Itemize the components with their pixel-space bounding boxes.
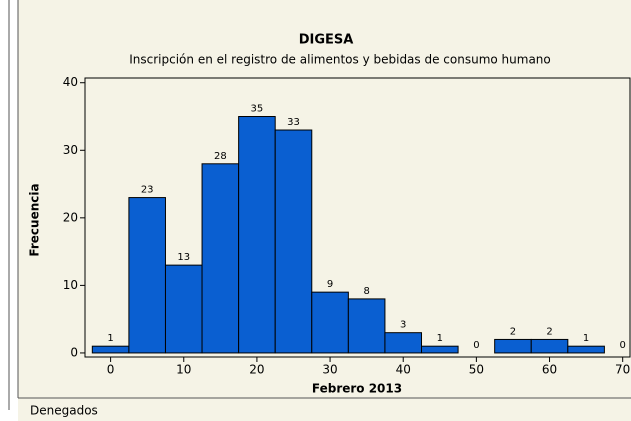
y-axis-label: Frecuencia <box>28 183 42 256</box>
data-label: 28 <box>214 151 227 162</box>
bar <box>384 332 423 354</box>
bar <box>567 345 605 354</box>
data-label: 3 <box>400 320 406 331</box>
x-tick-label: 0 <box>107 363 115 377</box>
x-tick-label: 20 <box>249 363 264 377</box>
x-axis-label: Febrero 2013 <box>312 382 402 396</box>
data-label: 35 <box>251 104 264 115</box>
chart-subtitle: Inscripción en el registro de alimentos … <box>129 53 551 67</box>
bar <box>164 264 203 354</box>
data-label: 13 <box>177 252 190 263</box>
x-tick-label: 60 <box>542 363 557 377</box>
data-label: 0 <box>473 340 479 351</box>
x-tick-label: 50 <box>469 363 484 377</box>
y-tick-label: 40 <box>63 75 78 89</box>
bar <box>91 345 130 354</box>
sheet-label: Denegados <box>30 404 98 418</box>
bar <box>530 338 569 354</box>
y-tick-label: 30 <box>63 143 78 157</box>
data-label: 9 <box>327 279 333 290</box>
bar <box>238 116 276 354</box>
data-label: 8 <box>363 286 369 297</box>
y-tick-label: 10 <box>63 278 78 292</box>
bar <box>201 163 240 354</box>
data-label: 23 <box>141 185 154 196</box>
y-tick-label: 0 <box>70 345 78 359</box>
bar <box>128 197 166 354</box>
data-label: 1 <box>583 333 589 344</box>
y-tick-label: 20 <box>63 210 78 224</box>
bar <box>311 291 349 354</box>
data-label: 1 <box>437 333 443 344</box>
x-tick-label: 10 <box>176 363 191 377</box>
data-label: 2 <box>510 326 516 337</box>
x-tick-label: 30 <box>322 363 337 377</box>
bar <box>421 345 459 354</box>
data-label: 33 <box>287 117 300 128</box>
bar <box>494 338 532 354</box>
x-tick-label: 70 <box>615 363 630 377</box>
data-label: 2 <box>546 326 552 337</box>
data-label: 0 <box>619 340 625 351</box>
x-tick-label: 40 <box>396 363 411 377</box>
chart-title: DIGESA <box>299 33 354 48</box>
bar <box>347 298 386 354</box>
data-label: 1 <box>107 333 113 344</box>
bar <box>274 129 313 354</box>
